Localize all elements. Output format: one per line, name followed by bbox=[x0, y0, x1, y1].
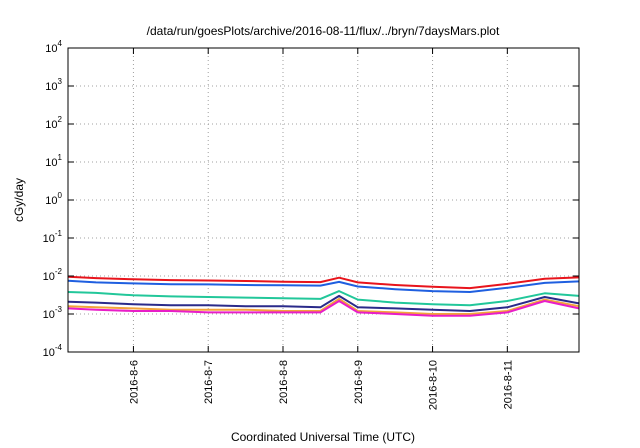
series-line-3 bbox=[67, 290, 580, 307]
y-tick-label: 100 bbox=[45, 191, 62, 207]
y-tick-label: 102 bbox=[45, 115, 62, 131]
series-line-5 bbox=[67, 297, 580, 315]
chart-title: /data/run/goesPlots/archive/2016-08-11/f… bbox=[147, 24, 500, 38]
x-tick-label: 2016-8-10 bbox=[428, 360, 440, 410]
y-axis-label: cGy/day bbox=[12, 178, 26, 222]
y-tick-label: 101 bbox=[45, 153, 62, 169]
grid bbox=[68, 48, 579, 352]
x-axis: 2016-8-6 2016-8-7 2016-8-8 2016-8-9 2016-8-1… bbox=[128, 48, 514, 410]
y-tick-label: 10-4 bbox=[43, 343, 63, 359]
x-axis-label: Coordinated Universal Time (UTC) bbox=[231, 430, 415, 444]
y-tick-label: 10-1 bbox=[43, 229, 63, 245]
y-tick-label: 104 bbox=[45, 39, 62, 55]
x-tick-label: 2016-8-9 bbox=[353, 360, 365, 404]
series-line-4 bbox=[67, 294, 580, 312]
series-group bbox=[67, 275, 580, 317]
y-tick-label: 10-2 bbox=[43, 267, 63, 283]
y-tick-label: 10-3 bbox=[43, 305, 63, 321]
series-line-6 bbox=[67, 300, 580, 317]
x-tick-label: 2016-8-8 bbox=[278, 360, 290, 404]
x-tick-label: 2016-8-6 bbox=[128, 360, 140, 404]
y-axis: 10-4 10-3 10-2 10-1 100 101 102 103 104 bbox=[43, 39, 579, 359]
y-tick-label: 103 bbox=[45, 77, 62, 93]
x-tick-label: 2016-8-7 bbox=[203, 360, 215, 404]
series-line-1 bbox=[67, 275, 580, 290]
x-tick-label: 2016-8-11 bbox=[502, 360, 514, 409]
series-line-2 bbox=[67, 279, 580, 293]
